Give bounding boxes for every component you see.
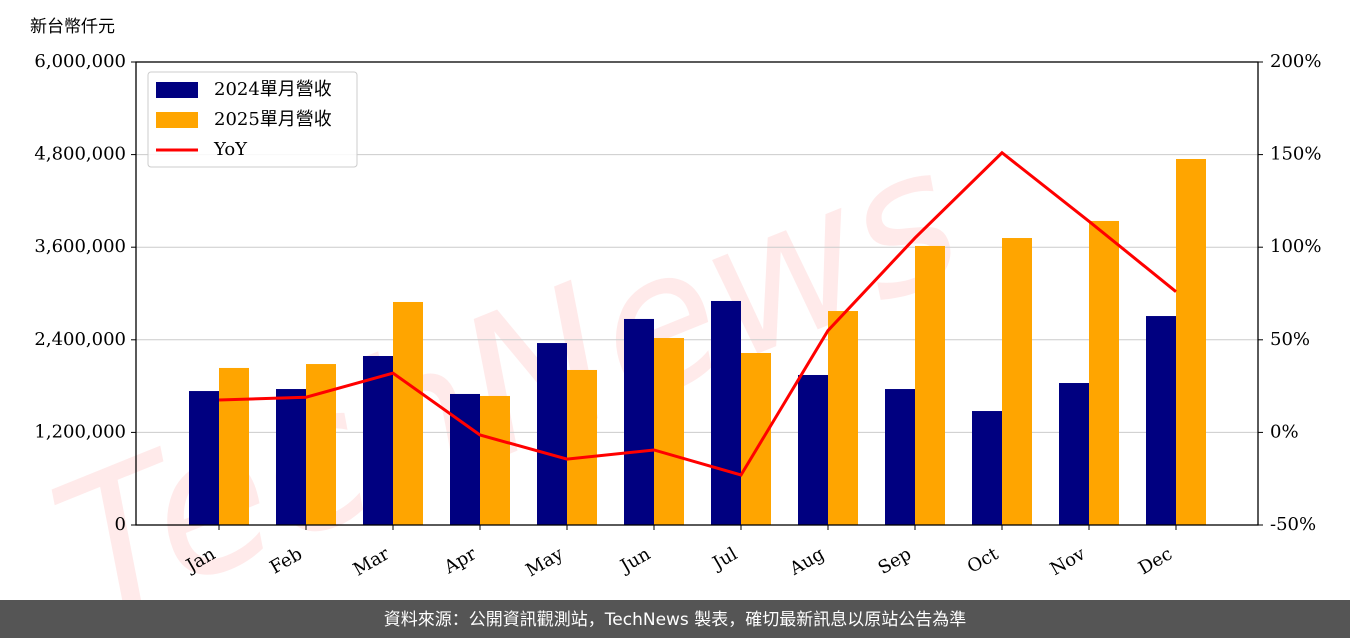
y2-tick-label: 50% xyxy=(1270,329,1310,350)
bar xyxy=(219,367,249,525)
x-tick-label: Jul xyxy=(707,543,741,575)
bar xyxy=(915,245,945,525)
y-tick-label: 1,200,000 xyxy=(34,421,126,442)
bar xyxy=(828,311,858,525)
bar xyxy=(711,300,741,525)
legend-swatch xyxy=(156,112,198,128)
y2-tick-label: 0% xyxy=(1270,421,1299,442)
x-tick-label: Dec xyxy=(1135,543,1176,579)
x-tick-label: Aug xyxy=(785,543,828,580)
legend-box xyxy=(147,71,358,168)
bar xyxy=(1002,238,1032,526)
y-tick-label: 6,000,000 xyxy=(34,51,126,72)
bar xyxy=(1146,316,1176,525)
bar xyxy=(393,301,423,525)
bar xyxy=(450,393,480,525)
x-tick-label: Nov xyxy=(1047,543,1090,580)
bar xyxy=(276,389,306,525)
y2-tick-label: 100% xyxy=(1270,236,1321,257)
legend: 2024單月營收 2025單月營收 YoY xyxy=(147,71,358,168)
bar xyxy=(972,411,1002,525)
bar xyxy=(363,356,393,525)
y-axis-label: 新台幣仟元 xyxy=(30,17,115,37)
legend-label: YoY xyxy=(213,139,248,160)
x-tick-label: Sep xyxy=(875,543,915,578)
bar xyxy=(537,343,567,525)
y-tick-label: 4,800,000 xyxy=(34,144,126,165)
bar xyxy=(306,364,336,525)
footer: 資料來源：公開資訊觀測站，TechNews 製表，確切最新訊息以原站公告為準 xyxy=(384,610,966,630)
bar xyxy=(741,352,771,525)
bar xyxy=(885,389,915,525)
bar xyxy=(798,374,828,525)
y-tick-label: 0 xyxy=(115,514,126,535)
x-tick-label: May xyxy=(522,543,567,581)
bar xyxy=(1176,158,1206,525)
y-tick-label: 3,600,000 xyxy=(34,236,126,257)
bar xyxy=(480,395,510,525)
bar xyxy=(1089,220,1119,526)
line xyxy=(218,150,1177,477)
bar xyxy=(1059,383,1089,525)
bar xyxy=(654,338,684,525)
footer-bar xyxy=(0,600,1350,638)
x-tick-label: Jun xyxy=(615,543,654,578)
legend-label: 2024單月營收 xyxy=(214,79,332,100)
bar xyxy=(567,369,597,525)
plot-frame xyxy=(135,61,1259,526)
bar xyxy=(624,318,654,525)
y2-tick-label: -50% xyxy=(1270,514,1316,535)
legend-swatch xyxy=(156,82,198,98)
y2-tick-label: 200% xyxy=(1270,51,1321,72)
y2-tick-label: 150% xyxy=(1270,144,1321,165)
y-tick-label: 2,400,000 xyxy=(34,329,126,350)
legend-label: 2025單月營收 xyxy=(214,109,332,130)
x-tick-label: Oct xyxy=(964,543,1003,578)
bar xyxy=(189,391,219,525)
x-tick-label: Apr xyxy=(440,543,480,578)
